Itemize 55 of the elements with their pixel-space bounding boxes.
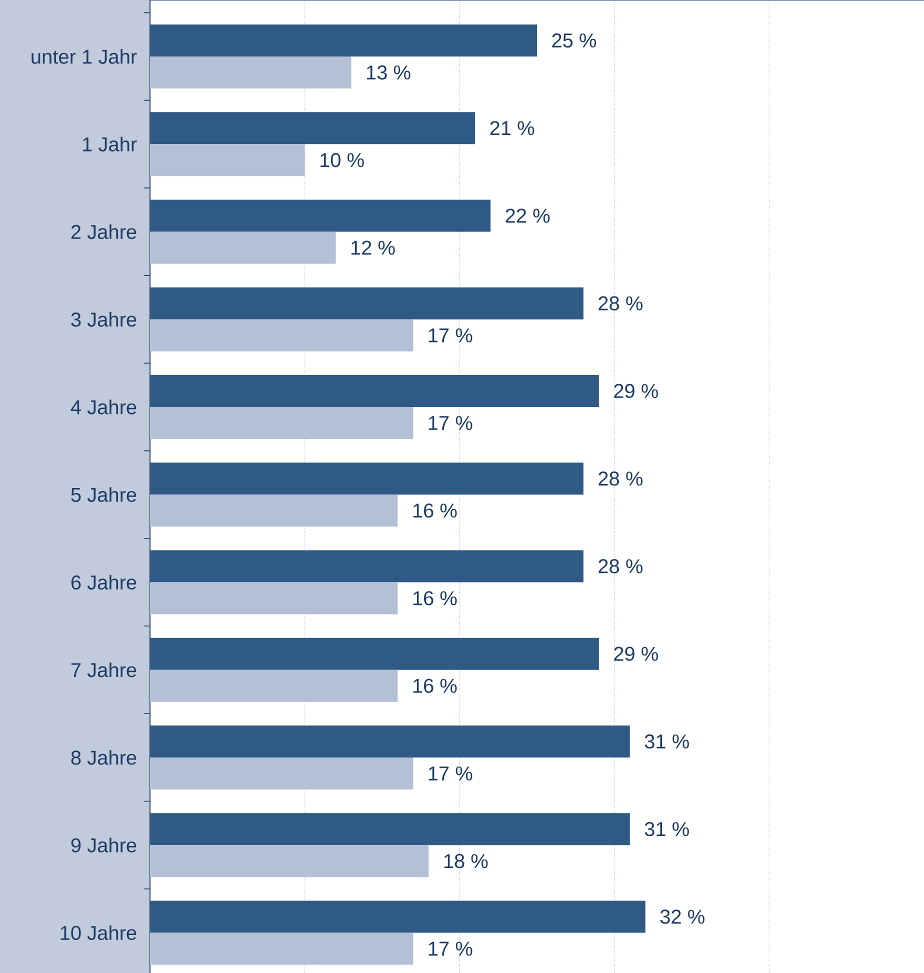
data-label: 32 % [660, 910, 704, 924]
bar [150, 582, 398, 614]
y-tick-label: 4 Jahre [70, 400, 136, 414]
y-tick-label: 9 Jahre [71, 838, 136, 852]
bar [150, 725, 630, 758]
data-label: 17 % [428, 416, 472, 430]
data-label: 17 % [428, 766, 472, 780]
y-tick-label: 3 Jahre [71, 312, 136, 327]
data-label: 21 % [490, 121, 534, 136]
data-label: 28 % [598, 296, 642, 310]
bar [150, 813, 630, 846]
bar [150, 900, 646, 933]
bar [150, 406, 414, 439]
bar [150, 319, 414, 352]
data-label: 28 % [598, 472, 642, 486]
data-label: 25 % [552, 33, 596, 48]
bar [150, 374, 599, 407]
bar [150, 144, 305, 176]
data-label: 17 % [428, 328, 472, 342]
data-label: 31 % [644, 822, 689, 836]
data-label: 10 % [320, 153, 364, 168]
y-tick-label: 10 Jahre [60, 925, 136, 940]
bar [150, 56, 352, 89]
data-label: 22 % [506, 208, 550, 223]
bar [150, 757, 414, 790]
y-tick-label: 6 Jahre [71, 574, 136, 590]
data-label: 13 % [366, 65, 410, 80]
bar [150, 287, 584, 320]
bar [150, 550, 584, 582]
bar [150, 494, 398, 527]
data-label: 16 % [413, 591, 457, 606]
data-label: 18 % [444, 854, 488, 868]
y-tick-label: 7 Jahre [71, 662, 136, 678]
data-label: 17 % [428, 942, 472, 956]
bar [150, 24, 538, 57]
data-label: 29 % [614, 646, 658, 661]
y-tick-label: 1 Jahr [83, 136, 137, 152]
data-label: 29 % [614, 384, 658, 398]
bar [150, 112, 476, 144]
data-label: 28 % [598, 559, 642, 574]
y-tick-label: unter 1 Jahr [32, 49, 137, 64]
bar [150, 232, 336, 264]
bar [150, 670, 398, 702]
data-label: 16 % [413, 504, 457, 518]
y-tick-label: 5 Jahre [71, 487, 136, 502]
data-label: 12 % [351, 240, 395, 255]
bar [150, 932, 414, 965]
y-tick-label: 2 Jahre [71, 224, 136, 240]
data-label: 16 % [413, 678, 457, 693]
bar [150, 638, 599, 670]
data-label: 31 % [644, 734, 689, 749]
bar [150, 200, 491, 232]
bar [150, 462, 584, 495]
y-tick-label: 8 Jahre [71, 750, 136, 765]
bar [150, 845, 429, 878]
